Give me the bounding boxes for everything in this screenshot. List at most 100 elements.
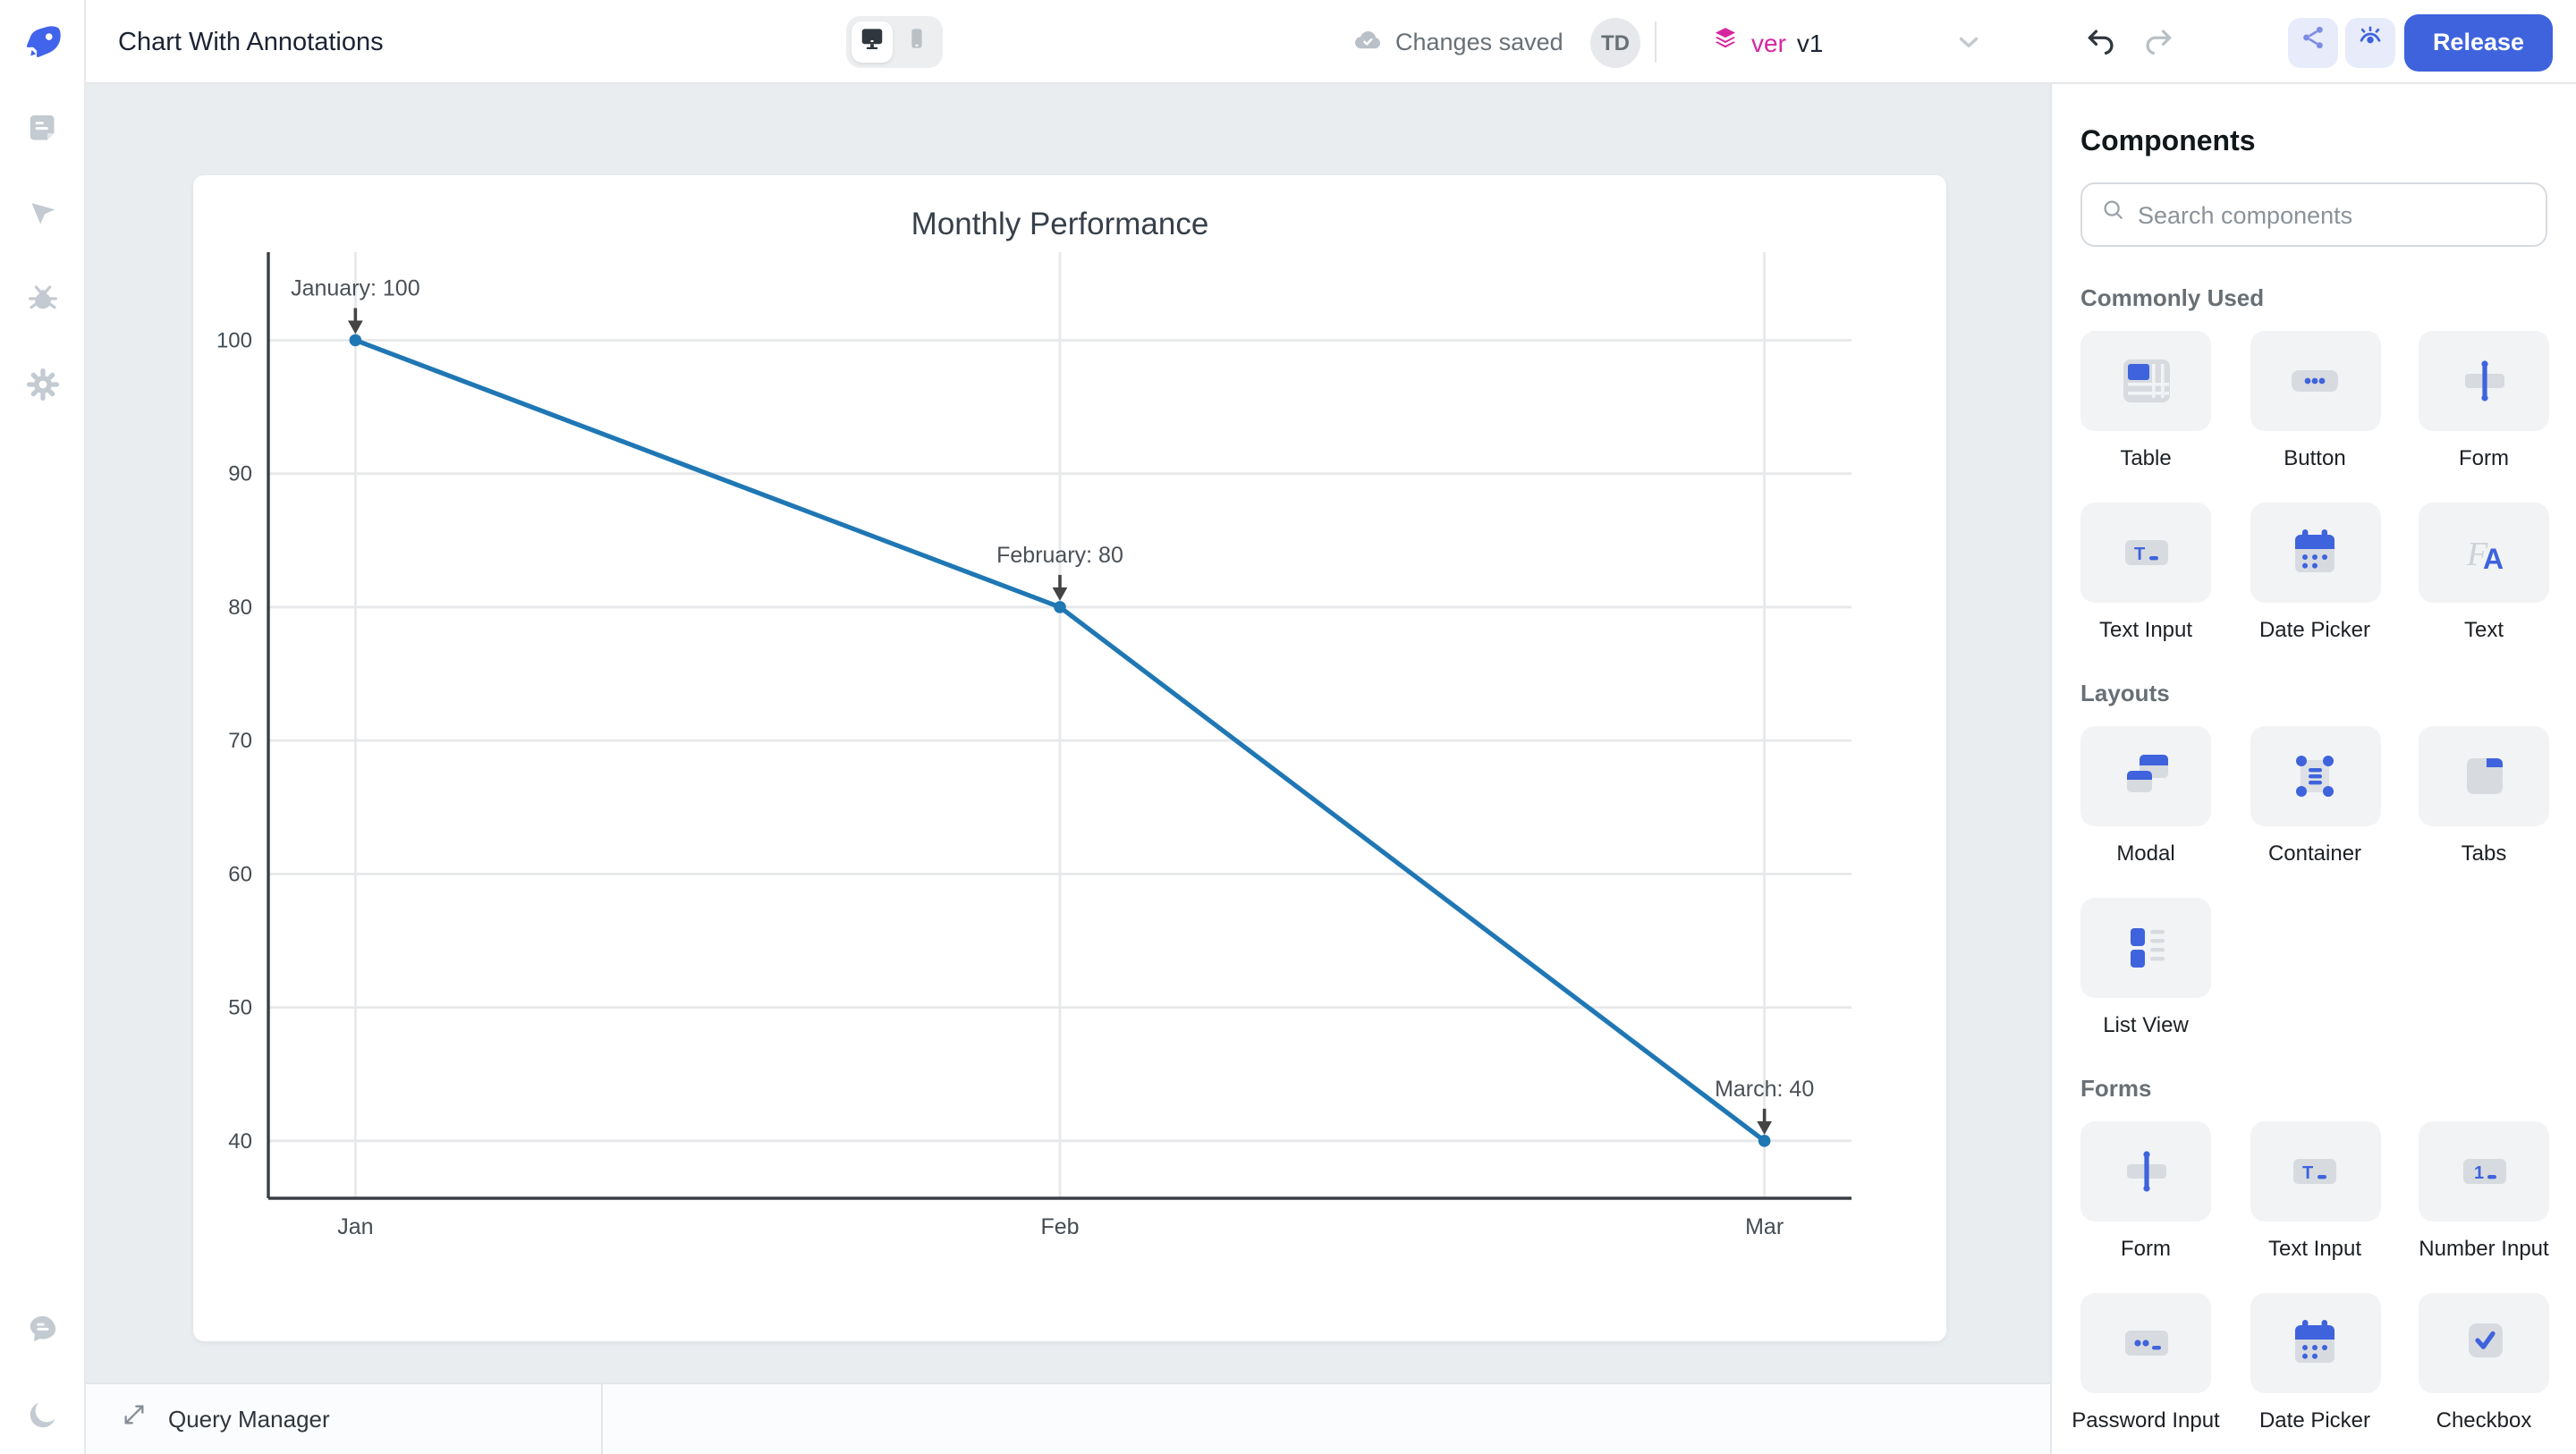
text-input-icon: T (2080, 503, 2211, 603)
component-card-date-picker[interactable]: Date Picker (2250, 503, 2380, 642)
component-label: Checkbox (2436, 1408, 2532, 1433)
svg-text:March: 40: March: 40 (1715, 1077, 1814, 1102)
component-label: Date Picker (2258, 1408, 2371, 1433)
svg-text:Feb: Feb (1040, 1214, 1079, 1239)
undo-button[interactable] (2084, 25, 2118, 59)
layers-icon (1710, 22, 1741, 62)
component-search (2080, 182, 2547, 247)
eye-icon (2356, 23, 2385, 61)
settings-icon[interactable] (24, 367, 60, 402)
component-label: Modal (2116, 841, 2175, 866)
release-button[interactable]: Release (2404, 13, 2553, 71)
component-label: Date Picker (2258, 617, 2371, 642)
component-card-form[interactable]: Form (2080, 1121, 2211, 1261)
preview-button[interactable] (2345, 17, 2395, 67)
component-grid: Modal Container Tabs List View (2080, 726, 2549, 1037)
components-panel-title: Components (2080, 127, 2256, 157)
checkbox-icon (2419, 1293, 2549, 1393)
modal-icon (2080, 726, 2211, 826)
app-canvas[interactable]: 100 90 80 70 60 50 40 Jan Feb Mar Monthly Performa… (86, 84, 2050, 1382)
svg-text:Jan: Jan (337, 1214, 373, 1239)
component-label: Table (2120, 445, 2172, 470)
container-icon (2250, 726, 2380, 826)
svg-text:A: A (2482, 543, 2503, 575)
component-sections: Commonly Used Table Button Form T Text Input D… (2072, 284, 2549, 1433)
tabs-icon (2419, 726, 2549, 826)
component-card-text-input[interactable]: T Text Input (2080, 503, 2211, 642)
component-card-text[interactable]: F A Text (2419, 503, 2549, 642)
component-card-form[interactable]: Form (2419, 331, 2549, 470)
svg-text:100: 100 (216, 328, 252, 352)
svg-text:February: 80: February: 80 (996, 543, 1123, 568)
svg-text:Mar: Mar (1745, 1214, 1784, 1239)
number-input-icon: 1 (2419, 1121, 2549, 1222)
component-label: Text (2463, 617, 2504, 642)
component-card-text-input[interactable]: T Text Input (2250, 1121, 2380, 1261)
expand-icon (122, 1402, 147, 1436)
svg-text:Monthly Performance: Monthly Performance (911, 207, 1209, 241)
component-label: Form (2121, 1236, 2171, 1261)
version-selector[interactable]: ver v1 (1710, 0, 1824, 84)
comments-icon[interactable] (24, 1311, 60, 1347)
redo-button[interactable] (2141, 25, 2175, 59)
section-label-forms: Forms (2080, 1075, 2152, 1102)
component-label: Password Input (2072, 1408, 2220, 1433)
component-label: Text Input (2098, 617, 2193, 642)
component-card-list-view[interactable]: List View (2080, 898, 2211, 1037)
mobile-toggle-button[interactable] (896, 21, 937, 63)
component-card-modal[interactable]: Modal (2080, 726, 2211, 866)
left-sidebar (0, 0, 86, 1454)
version-value: v1 (1796, 28, 1824, 56)
debugger-icon[interactable] (24, 281, 60, 317)
svg-text:70: 70 (228, 729, 252, 753)
svg-text:January: 100: January: 100 (291, 275, 420, 300)
pages-icon[interactable] (24, 111, 60, 147)
chevron-down-icon[interactable] (1953, 27, 1984, 57)
component-label: List View (2103, 1012, 2189, 1037)
component-card-date-picker[interactable]: Date Picker (2250, 1293, 2380, 1433)
component-card-tabs[interactable]: Tabs (2419, 726, 2549, 866)
table-icon (2080, 331, 2211, 431)
dark-mode-icon[interactable] (24, 1397, 60, 1433)
desktop-toggle-button[interactable] (852, 21, 893, 63)
version-label: ver (1751, 28, 1786, 56)
query-manager-label: Query Manager (168, 1406, 330, 1433)
component-label: Form (2459, 445, 2509, 470)
app-logo-rocket-icon[interactable] (23, 21, 64, 63)
cloud-check-icon (1352, 24, 1383, 60)
component-label: Number Input (2419, 1236, 2549, 1261)
query-manager-bar[interactable]: Query Manager (86, 1384, 603, 1454)
component-grid: Table Button Form T Text Input Date Picker F A T… (2080, 331, 2549, 642)
date-picker-icon (2250, 503, 2380, 603)
components-panel: Components Commonly Used Table Button Form T… (2050, 84, 2576, 1454)
section-label-layouts: Layouts (2080, 680, 2170, 706)
line-chart: 100 90 80 70 60 50 40 Jan Feb Mar Monthly Performa… (216, 207, 1852, 1239)
button-icon (2250, 331, 2380, 431)
avatar[interactable]: TD (1590, 17, 1640, 67)
component-card-button[interactable]: Button (2250, 331, 2380, 470)
component-card-checkbox[interactable]: Checkbox (2419, 1293, 2549, 1433)
header-divider (1655, 21, 1657, 63)
top-header: Chart With Annotations Changes saved TD … (86, 0, 2576, 84)
component-card-number-input[interactable]: 1 Number Input (2419, 1121, 2549, 1261)
chart-widget[interactable]: 100 90 80 70 60 50 40 Jan Feb Mar Monthly Performa… (193, 175, 1946, 1341)
component-card-table[interactable]: Table (2080, 331, 2211, 470)
inspector-icon[interactable] (24, 195, 60, 231)
form-icon (2080, 1121, 2211, 1222)
svg-text:T: T (2133, 545, 2144, 564)
component-card-container[interactable]: Container (2250, 726, 2380, 866)
form-icon (2419, 331, 2549, 431)
search-input[interactable] (2138, 201, 2528, 228)
component-label: Button (2284, 445, 2346, 470)
section-label-commonly-used: Commonly Used (2080, 284, 2265, 311)
component-card-password-input[interactable]: Password Input (2072, 1293, 2220, 1433)
password-input-icon (2080, 1293, 2211, 1393)
svg-text:50: 50 (228, 996, 252, 1020)
svg-text:60: 60 (228, 862, 252, 886)
app-title: Chart With Annotations (118, 28, 384, 56)
date-picker-icon (2250, 1293, 2380, 1393)
svg-text:80: 80 (228, 596, 252, 620)
share-button[interactable] (2288, 17, 2338, 67)
svg-text:40: 40 (228, 1129, 252, 1154)
